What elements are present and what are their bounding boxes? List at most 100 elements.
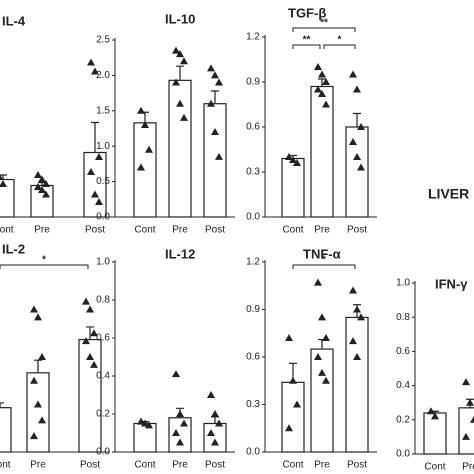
error-bar xyxy=(34,359,42,373)
y-tick-label: 0.6 xyxy=(246,122,260,133)
bar xyxy=(281,381,305,453)
significance-label: ** xyxy=(303,35,311,46)
y-tick-label: 0.0 xyxy=(396,449,410,460)
data-point xyxy=(91,190,99,198)
data-point xyxy=(211,410,219,417)
error-bar xyxy=(0,402,4,408)
significance-label: * xyxy=(42,255,46,266)
data-point xyxy=(176,410,184,417)
y-tick-label: 0.0 xyxy=(246,447,260,458)
data-point xyxy=(207,391,215,398)
data-point xyxy=(176,99,184,107)
panel-title: IL-12 xyxy=(165,246,195,261)
x-tick-label: Post xyxy=(347,460,367,471)
data-point xyxy=(30,432,38,440)
data-point xyxy=(357,123,365,130)
data-point xyxy=(38,353,46,360)
bar xyxy=(345,316,369,453)
y-tick-label: 0.0 xyxy=(246,212,260,223)
data-point xyxy=(353,85,361,93)
data-point xyxy=(38,416,46,424)
y-tick-label: 2.0 xyxy=(96,70,110,81)
bar xyxy=(310,85,334,218)
significance-bracket xyxy=(292,44,321,49)
x-tick-label: Post xyxy=(80,460,100,471)
y-tick-label: 0.6 xyxy=(246,352,260,363)
y-tick-label: 1.5 xyxy=(96,105,110,116)
data-point xyxy=(180,113,188,121)
data-point xyxy=(462,378,470,386)
error-bar xyxy=(86,326,94,340)
y-tick-label: 0.2 xyxy=(396,414,410,425)
data-point xyxy=(86,353,94,360)
data-point xyxy=(211,438,219,446)
significance-bracket xyxy=(292,27,356,32)
error-bar xyxy=(176,65,184,81)
error-bar xyxy=(318,78,326,87)
y-tick-label: 0.6 xyxy=(96,333,110,344)
error-bar xyxy=(211,90,219,104)
data-point xyxy=(285,334,293,341)
data-point xyxy=(318,313,326,321)
panel-title: IL-4 xyxy=(2,13,26,28)
data-point xyxy=(95,153,103,160)
y-tick-label: 1.2 xyxy=(246,32,260,43)
y-tick-label: 0.5 xyxy=(96,176,110,187)
data-point xyxy=(349,70,357,78)
error-bar xyxy=(318,338,326,350)
y-tick-label: 0.9 xyxy=(246,77,260,88)
data-point xyxy=(38,175,46,183)
x-tick-label: Cont xyxy=(282,460,303,471)
data-point xyxy=(357,313,365,321)
error-bar xyxy=(353,112,361,127)
significance-label: ** xyxy=(320,18,328,29)
y-tick-label: 1.0 xyxy=(96,141,110,152)
x-tick-label: Pre xyxy=(314,225,330,236)
significance-label: * xyxy=(322,255,326,266)
y-tick-label: 1.0 xyxy=(396,278,410,289)
data-point xyxy=(90,360,98,368)
data-point xyxy=(285,424,293,432)
data-point xyxy=(34,171,42,178)
data-point xyxy=(91,67,99,75)
y-tick-label: 2.5 xyxy=(96,35,110,46)
data-point xyxy=(357,163,365,171)
bar xyxy=(203,422,227,453)
bar xyxy=(168,417,192,453)
x-tick-label: Post xyxy=(85,225,105,236)
data-point xyxy=(34,183,42,190)
y-tick-label: 0.3 xyxy=(246,399,260,410)
data-point xyxy=(141,120,149,128)
data-point xyxy=(207,99,215,107)
data-point xyxy=(180,419,188,427)
y-tick-label: 1.0 xyxy=(96,257,110,268)
significance-bracket xyxy=(323,44,356,49)
data-point xyxy=(42,190,50,198)
x-tick-label: Pre xyxy=(30,460,46,471)
data-point xyxy=(293,159,301,166)
data-point xyxy=(30,376,38,384)
bar xyxy=(203,103,227,218)
x-tick-label: Cont xyxy=(0,460,11,471)
y-tick-label: 0.9 xyxy=(246,304,260,315)
data-point xyxy=(289,156,297,163)
data-point xyxy=(293,400,301,408)
x-tick-label: Post xyxy=(347,225,367,236)
data-point xyxy=(314,278,322,286)
data-point xyxy=(285,153,293,160)
x-tick-label: Cont xyxy=(282,225,303,236)
data-point xyxy=(42,180,50,187)
data-point xyxy=(215,419,223,427)
x-tick-label: Cont xyxy=(424,462,445,473)
data-point xyxy=(318,70,326,78)
data-point xyxy=(95,198,103,205)
panel-title: IL-2 xyxy=(2,241,25,256)
data-point xyxy=(137,163,145,171)
data-point xyxy=(141,419,149,427)
data-point xyxy=(176,50,184,58)
data-point xyxy=(353,353,361,360)
data-point xyxy=(314,353,322,360)
y-tick-label: 0.3 xyxy=(246,167,260,178)
panel-title: TNF-α xyxy=(303,246,341,261)
